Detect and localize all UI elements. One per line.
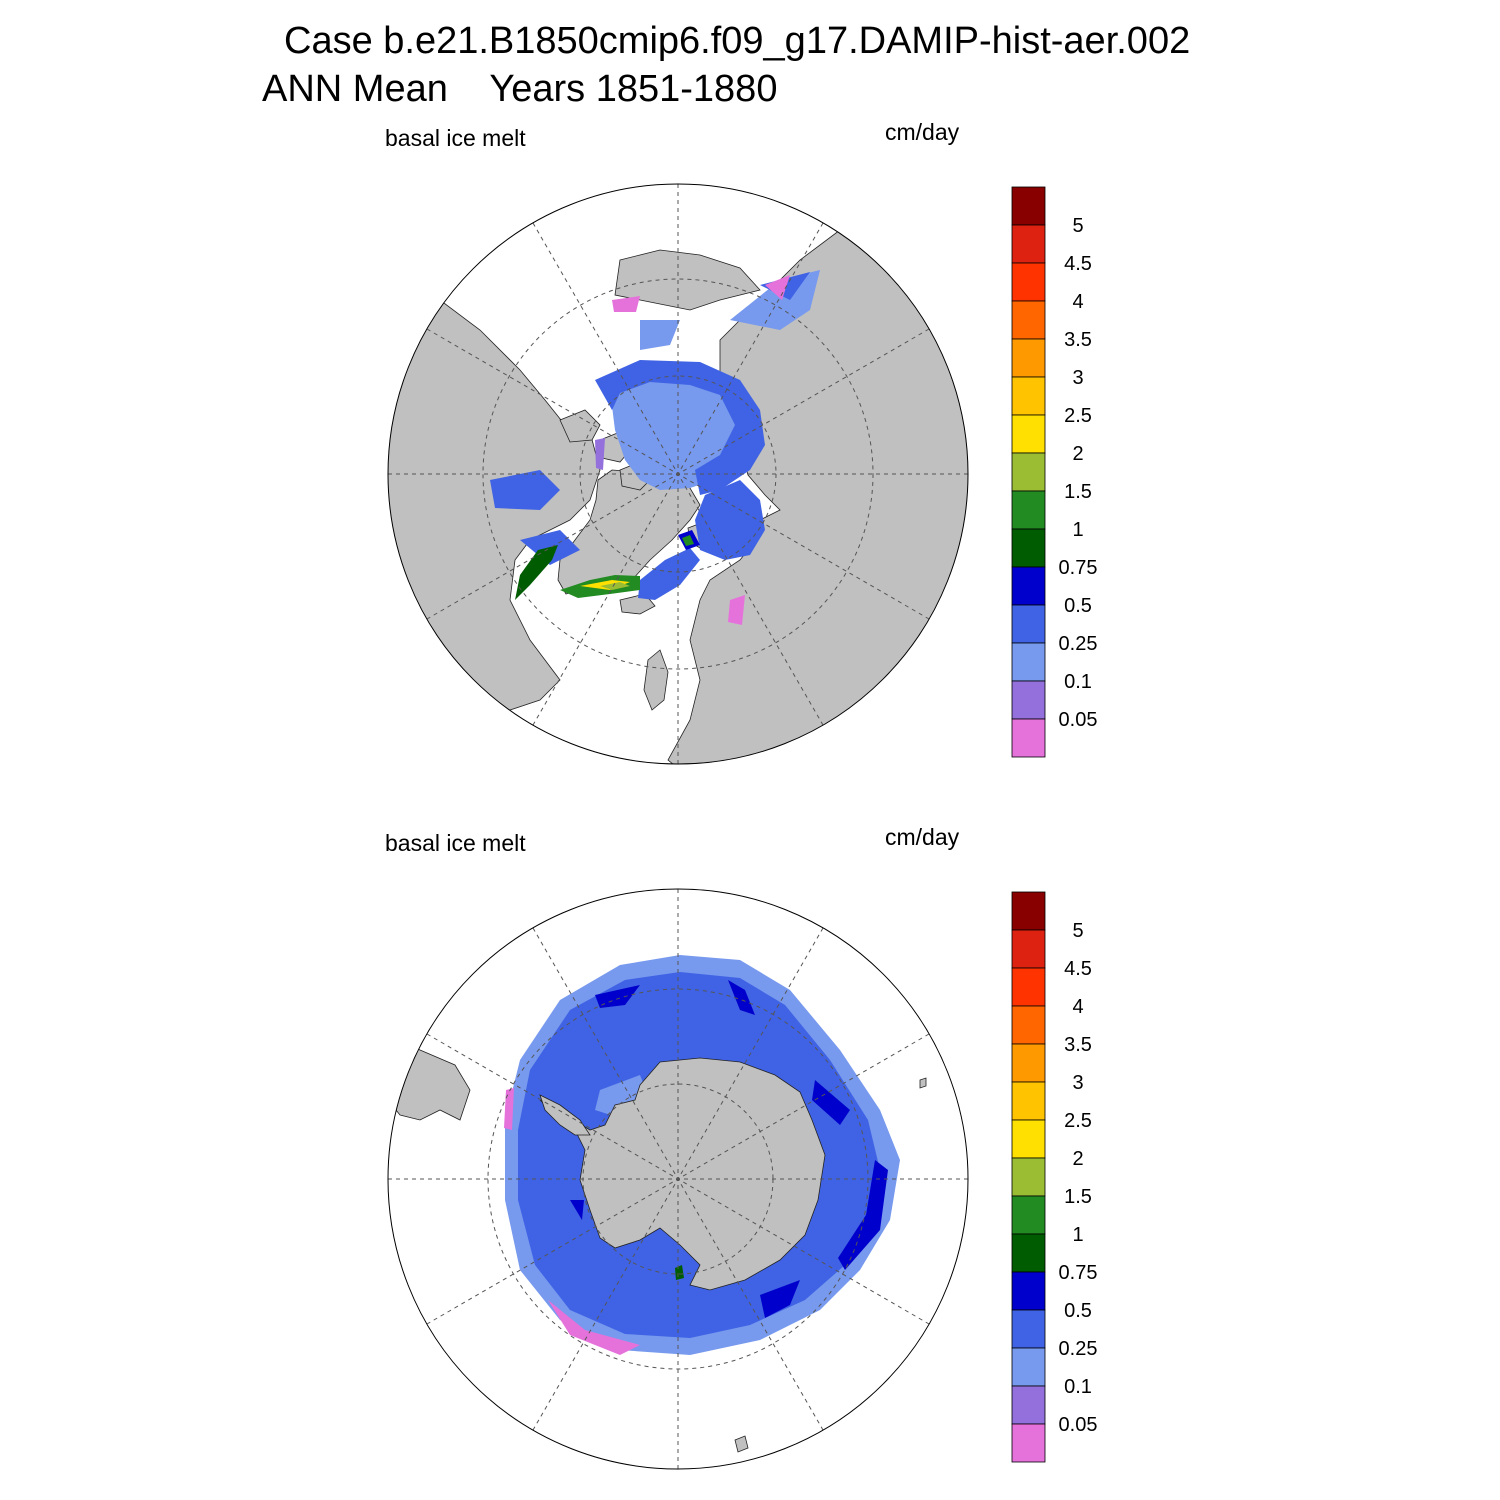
north-colorbar-tick-label: 0.75 bbox=[1059, 557, 1098, 579]
north-colorbar-tick-label: 2.5 bbox=[1064, 405, 1092, 427]
north-colorbar-box-6 bbox=[1011, 490, 1046, 530]
north-colorbar-box-3 bbox=[1011, 604, 1046, 644]
north-colorbar-box-4 bbox=[1011, 566, 1046, 606]
north-colorbar-tick-label: 5 bbox=[1072, 215, 1083, 237]
south-colorbar-box-3 bbox=[1011, 1309, 1046, 1349]
north-colorbar-box-2 bbox=[1011, 642, 1046, 682]
north-graticule bbox=[388, 184, 968, 764]
south-colorbar-box-11 bbox=[1011, 1005, 1046, 1045]
north-land bbox=[388, 209, 968, 764]
north-colorbar-box-11 bbox=[1011, 300, 1046, 340]
south-colorbar-box-2 bbox=[1011, 1347, 1046, 1387]
south-colorbar: 0.05 0.1 0.25 0.5 0.75 1 1.5 2 2.5 3 3.5 4 4.5 5 bbox=[1011, 891, 1098, 1463]
north-colorbar-tick-label: 0.05 bbox=[1059, 709, 1098, 731]
north-colorbar-tick-label: 2 bbox=[1072, 443, 1083, 465]
south-colorbar-box-1 bbox=[1011, 1385, 1046, 1425]
south-colorbar-box-10 bbox=[1011, 1043, 1046, 1083]
north-colorbar-box-0 bbox=[1011, 718, 1046, 758]
north-colorbar-tick-label: 0.25 bbox=[1059, 633, 1098, 655]
north-colorbar-tick-label: 4.5 bbox=[1064, 253, 1092, 275]
north-colorbar-tick-label: 3.5 bbox=[1064, 329, 1092, 351]
south-colorbar-tick-label: 1 bbox=[1072, 1224, 1083, 1246]
south-colorbar-box-8 bbox=[1011, 1119, 1046, 1159]
south-colorbar-box-9 bbox=[1011, 1081, 1046, 1121]
north-colorbar-box-10 bbox=[1011, 338, 1046, 378]
north-colorbar-box-12 bbox=[1011, 262, 1046, 302]
north-panel-units-label: cm/day bbox=[885, 119, 960, 145]
north-polar-map bbox=[387, 183, 969, 765]
south-colorbar-tick-label: 0.5 bbox=[1064, 1300, 1092, 1322]
south-colorbar-box-14 bbox=[1011, 891, 1046, 931]
north-colorbar-box-14 bbox=[1011, 186, 1046, 226]
figure-title-period: ANN Mean Years 1851-1880 bbox=[262, 68, 778, 110]
south-colorbar-tick-label: 0.25 bbox=[1059, 1338, 1098, 1360]
south-colorbar-box-13 bbox=[1011, 929, 1046, 969]
south-colorbar-tick-label: 3.5 bbox=[1064, 1034, 1092, 1056]
south-colorbar-box-6 bbox=[1011, 1195, 1046, 1235]
south-panel-units-label: cm/day bbox=[885, 824, 960, 850]
south-colorbar-box-7 bbox=[1011, 1157, 1046, 1197]
south-panel-variable-label: basal ice melt bbox=[385, 830, 526, 856]
south-colorbar-tick-label: 1.5 bbox=[1064, 1186, 1092, 1208]
south-colorbar-tick-label: 2 bbox=[1072, 1148, 1083, 1170]
north-colorbar-tick-label: 4 bbox=[1072, 291, 1083, 313]
south-polar-map bbox=[387, 888, 969, 1470]
south-colorbar-tick-label: 2.5 bbox=[1064, 1110, 1092, 1132]
south-graticule bbox=[388, 889, 968, 1469]
north-colorbar-box-5 bbox=[1011, 528, 1046, 568]
south-colorbar-tick-label: 3 bbox=[1072, 1072, 1083, 1094]
south-colorbar-box-4 bbox=[1011, 1271, 1046, 1311]
north-colorbar-box-8 bbox=[1011, 414, 1046, 454]
north-colorbar-box-1 bbox=[1011, 680, 1046, 720]
north-colorbar-tick-label: 3 bbox=[1072, 367, 1083, 389]
north-colorbar-box-9 bbox=[1011, 376, 1046, 416]
figure-title-case: Case b.e21.B1850cmip6.f09_g17.DAMIP-hist… bbox=[284, 20, 1191, 62]
north-colorbar: 0.05 0.1 0.25 0.5 0.75 1 1.5 2 2.5 3 3.5 4 4.5 5 bbox=[1011, 186, 1098, 758]
south-colorbar-tick-label: 4.5 bbox=[1064, 958, 1092, 980]
south-colorbar-tick-label: 0.1 bbox=[1064, 1376, 1092, 1398]
south-colorbar-box-12 bbox=[1011, 967, 1046, 1007]
north-colorbar-box-7 bbox=[1011, 452, 1046, 492]
south-colorbar-tick-label: 5 bbox=[1072, 920, 1083, 942]
south-colorbar-box-0 bbox=[1011, 1423, 1046, 1463]
south-colorbar-box-5 bbox=[1011, 1233, 1046, 1273]
north-colorbar-tick-label: 1.5 bbox=[1064, 481, 1092, 503]
north-colorbar-tick-label: 0.1 bbox=[1064, 671, 1092, 693]
north-colorbar-tick-label: 0.5 bbox=[1064, 595, 1092, 617]
south-colorbar-tick-label: 0.05 bbox=[1059, 1414, 1098, 1436]
north-colorbar-tick-label: 1 bbox=[1072, 519, 1083, 541]
north-panel-variable-label: basal ice melt bbox=[385, 125, 526, 151]
south-colorbar-tick-label: 4 bbox=[1072, 996, 1083, 1018]
north-colorbar-box-13 bbox=[1011, 224, 1046, 264]
south-colorbar-tick-label: 0.75 bbox=[1059, 1262, 1098, 1284]
